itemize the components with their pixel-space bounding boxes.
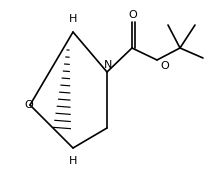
Text: H: H (69, 14, 77, 24)
Text: O: O (129, 10, 137, 20)
Text: O: O (161, 61, 169, 71)
Text: O: O (25, 100, 33, 110)
Text: N: N (104, 60, 112, 70)
Text: H: H (69, 156, 77, 166)
